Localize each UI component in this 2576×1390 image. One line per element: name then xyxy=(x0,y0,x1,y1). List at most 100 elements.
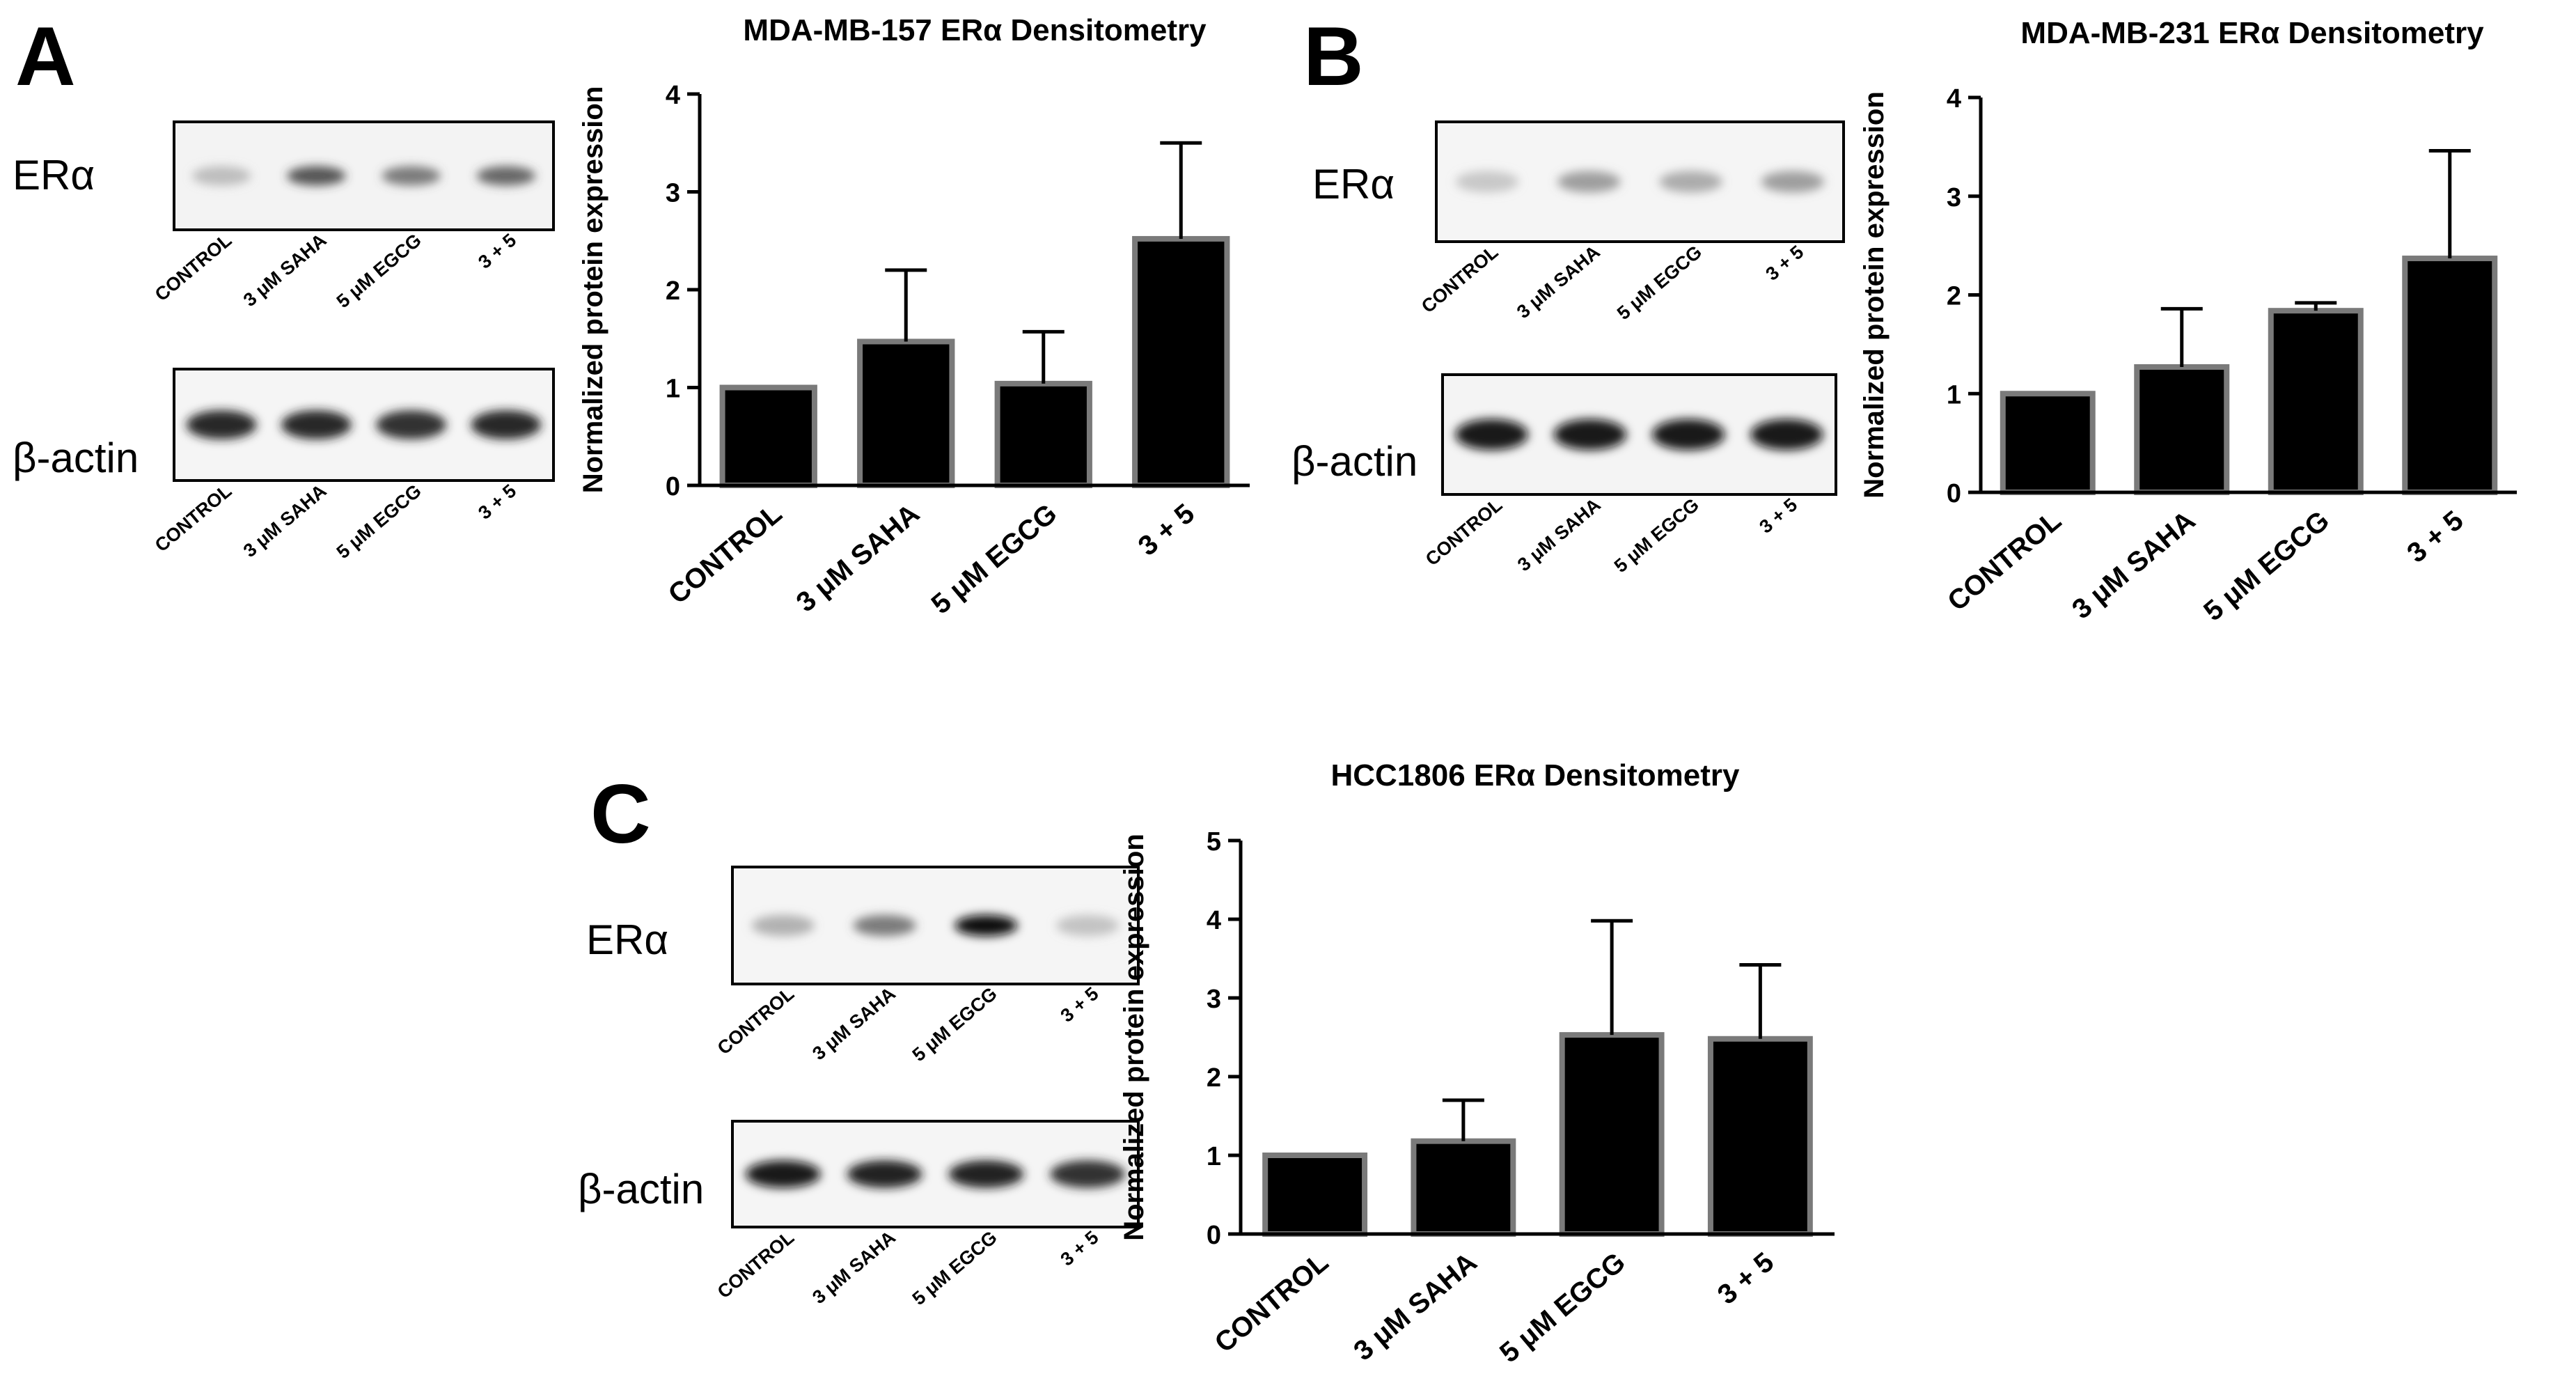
panel-a-actin-label: β-actin xyxy=(13,435,139,481)
panel-c-x-tick-label-5-m-egcg: 5 μM EGCG xyxy=(1494,1247,1631,1368)
panel-a-actin-band-4 xyxy=(471,410,542,439)
panel-a-era-blot: ERα CONTROL 3 μM SAHA 5 μM EGCG 3 + 5 xyxy=(13,120,555,312)
panel-b-y-tick-label-1: 1 xyxy=(1947,380,1961,409)
panel-a-actin-band-3 xyxy=(376,410,447,439)
panel-c: C ERα CONTROL 3 μM SAHA 5 μM EGCG 3 + 5 β-a… xyxy=(578,758,1835,1368)
panel-b-y-tick-label-3: 3 xyxy=(1947,183,1961,212)
panel-b-x-tick-label-3-5: 3 + 5 xyxy=(2401,505,2469,569)
panel-b-letter: B xyxy=(1303,10,1364,103)
panel-b-x-tick-label-5-m-egcg: 5 μM EGCG xyxy=(2198,505,2335,627)
panel-a-bar-3-5 xyxy=(1132,235,1230,488)
panel-c-y-tick-label-2: 2 xyxy=(1207,1063,1221,1093)
panel-b-lane-label-3-5: 3 + 5 xyxy=(1755,494,1801,538)
panel-c-actin-band-2 xyxy=(847,1160,922,1188)
panel-b-x-tick-label-control: CONTROL xyxy=(1942,505,2067,617)
panel-c-actin-band-1 xyxy=(745,1160,821,1188)
panel-c-chart: HCC1806 ERα Densitometry Normalized prote… xyxy=(1119,758,1835,1368)
panel-c-lane-label-3-m-saha: 3 μM SAHA xyxy=(808,1227,900,1309)
panel-c-era-blot: ERα CONTROL 3 μM SAHA 5 μM EGCG 3 + 5 xyxy=(586,866,1140,1065)
panel-b-actin-blot: β-actin CONTROL 3 μM SAHA 5 μM EGCG 3 + 5 xyxy=(1291,373,1837,577)
panel-c-era-band-4 xyxy=(1055,914,1120,937)
panel-c-lane-label-5-m-egcg: 5 μM EGCG xyxy=(909,983,1001,1065)
panel-a-y-tick-label-1: 1 xyxy=(666,375,680,404)
panel-b-lane-label-3-m-saha: 3 μM SAHA xyxy=(1513,242,1604,323)
panel-a-lane-label-3-m-saha: 3 μM SAHA xyxy=(239,481,331,562)
panel-c-letter: C xyxy=(590,767,651,861)
panel-c-y-tick-label-5: 5 xyxy=(1207,827,1221,857)
panel-b-era-blot: ERα CONTROL 3 μM SAHA 5 μM EGCG 3 + 5 xyxy=(1312,120,1845,324)
panel-c-y-axis-label: Normalized protein expression xyxy=(1119,834,1149,1241)
panel-b-bar-3-5 xyxy=(2402,256,2498,495)
panel-a-x-tick-label-3-m-saha: 3 μM SAHA xyxy=(791,498,925,618)
panel-c-lane-label-control: CONTROL xyxy=(714,983,799,1059)
panel-b-era-band-1 xyxy=(1455,171,1519,193)
panel-c-lane-label-3-m-saha: 3 μM SAHA xyxy=(808,983,900,1065)
panel-b-era-band-2 xyxy=(1557,171,1621,193)
panel-a-y-tick-label-4: 4 xyxy=(666,81,680,110)
panel-a-lane-label-5-m-egcg: 5 μM EGCG xyxy=(333,230,425,312)
panel-c-era-label: ERα xyxy=(586,916,668,963)
panel-b-lane-label-3-m-saha: 3 μM SAHA xyxy=(1514,494,1605,576)
panel-b-x-tick-label-3-m-saha: 3 μM SAHA xyxy=(2066,505,2201,625)
panel-b-lane-label-5-m-egcg: 5 μM EGCG xyxy=(1613,242,1706,324)
panel-a-era-band-4 xyxy=(476,166,536,186)
panel-a-actin-band-1 xyxy=(186,410,257,439)
panel-a-era-band-1 xyxy=(191,166,251,186)
panel-a-lane-label-3-5: 3 + 5 xyxy=(474,481,520,524)
panel-a-chart-title: MDA-MB-157 ERα Densitometry xyxy=(743,13,1207,47)
panel-a-y-tick-label-2: 2 xyxy=(666,276,680,306)
panel-a-lane-label-3-5: 3 + 5 xyxy=(474,230,520,273)
panel-a-bar-5-m-egcg xyxy=(994,380,1092,488)
panel-c-y-tick-label-0: 0 xyxy=(1207,1221,1221,1250)
panel-b-actin-band-4 xyxy=(1750,419,1823,451)
panel-b-bar-5-m-egcg xyxy=(2268,308,2364,495)
panel-c-x-tick-label-3-5: 3 + 5 xyxy=(1712,1247,1780,1311)
panel-a-y-axis-label: Normalized protein expression xyxy=(578,86,608,494)
panel-c-x-tick-label-3-m-saha: 3 μM SAHA xyxy=(1348,1247,1482,1366)
panel-a-chart: MDA-MB-157 ERα Densitometry Normalized pr… xyxy=(578,13,1250,620)
panel-a-x-tick-label-3-5: 3 + 5 xyxy=(1133,498,1200,562)
panel-a-bar-3-m-saha xyxy=(857,338,955,488)
panel-c-actin-band-4 xyxy=(1050,1160,1126,1188)
panel-b-lane-label-3-5: 3 + 5 xyxy=(1761,242,1807,285)
panel-b-chart: MDA-MB-231 ERα Densitometry Normalized pr… xyxy=(1859,16,2517,627)
panel-a-lane-label-control: CONTROL xyxy=(151,230,236,306)
panel-c-bar-5-m-egcg xyxy=(1559,1032,1665,1237)
panel-c-actin-label: β-actin xyxy=(578,1166,704,1212)
panel-a-era-band-3 xyxy=(382,166,441,186)
panel-b-bar-3-m-saha xyxy=(2134,364,2230,495)
panel-c-lane-label-3-5: 3 + 5 xyxy=(1057,1227,1103,1270)
panel-b-era-label: ERα xyxy=(1312,161,1395,208)
panel-a-letter: A xyxy=(15,10,76,103)
panel-b-era-band-3 xyxy=(1659,171,1722,193)
panel-c-chart-title: HCC1806 ERα Densitometry xyxy=(1330,758,1740,792)
panel-a-era-band-2 xyxy=(287,166,346,186)
panel-c-bar-3-5 xyxy=(1707,1036,1813,1237)
panel-c-lane-label-5-m-egcg: 5 μM EGCG xyxy=(909,1227,1001,1309)
panel-a: A ERα CONTROL 3 μM SAHA 5 μM EGCG 3 + 5 β-a… xyxy=(13,10,1250,620)
panel-b-actin-band-2 xyxy=(1553,419,1627,451)
panel-c-lane-label-control: CONTROL xyxy=(714,1227,799,1303)
panel-c-bar-3-m-saha xyxy=(1411,1138,1516,1237)
panel-a-bar-control xyxy=(719,384,817,488)
panel-b-y-tick-label-4: 4 xyxy=(1947,84,1961,114)
panel-b-actin-label: β-actin xyxy=(1291,438,1417,485)
panel-c-bar-control xyxy=(1262,1153,1368,1237)
panel-b-chart-title: MDA-MB-231 ERα Densitometry xyxy=(2020,16,2484,50)
panel-b-y-axis-label: Normalized protein expression xyxy=(1859,91,1890,499)
panel-c-era-band-3 xyxy=(955,914,1018,937)
panel-b: B ERα CONTROL 3 μM SAHA 5 μM EGCG 3 + 5 β-a… xyxy=(1291,10,2517,627)
panel-a-era-label: ERα xyxy=(13,152,95,198)
panel-b-era-band-4 xyxy=(1761,171,1825,193)
panel-b-lane-label-control: CONTROL xyxy=(1417,242,1502,318)
panel-a-x-tick-label-control: CONTROL xyxy=(663,498,788,610)
panel-c-y-tick-label-4: 4 xyxy=(1207,906,1221,935)
panel-a-lane-label-5-m-egcg: 5 μM EGCG xyxy=(333,481,425,563)
panel-b-lane-label-control: CONTROL xyxy=(1422,494,1507,570)
panel-b-lane-label-5-m-egcg: 5 μM EGCG xyxy=(1610,494,1703,577)
panel-c-y-tick-label-3: 3 xyxy=(1207,985,1221,1014)
panel-b-y-tick-label-2: 2 xyxy=(1947,282,1961,311)
panel-b-bar-control xyxy=(2000,391,2096,495)
panel-c-y-tick-label-1: 1 xyxy=(1207,1142,1221,1171)
